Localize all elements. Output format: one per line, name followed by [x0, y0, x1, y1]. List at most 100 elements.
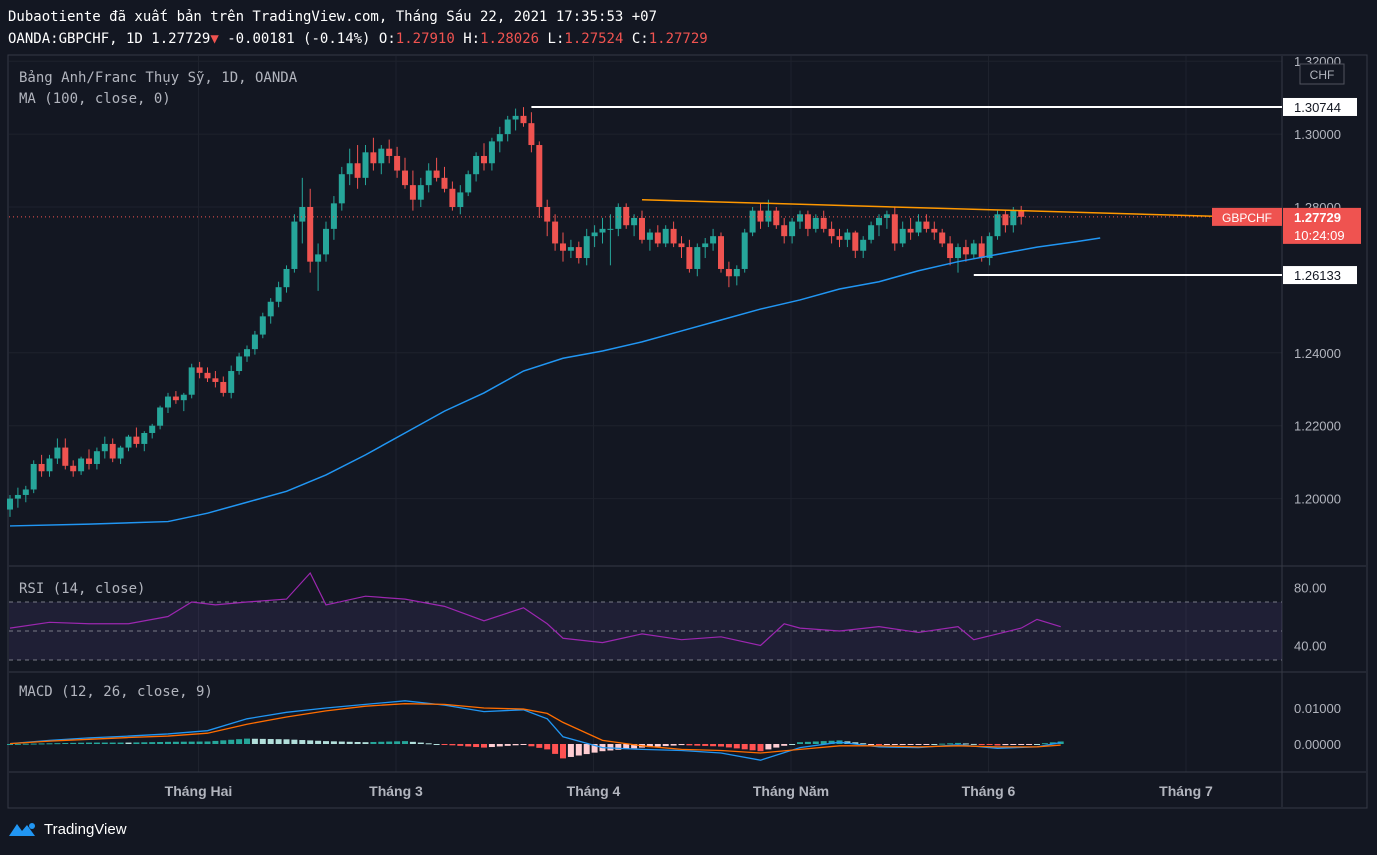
price-axis[interactable]: 1.320001.300001.280001.240001.220001.200… — [1212, 54, 1361, 752]
candle[interactable] — [804, 214, 811, 229]
candle[interactable] — [125, 436, 132, 448]
candle[interactable] — [323, 228, 329, 255]
candle[interactable] — [654, 232, 661, 244]
candle[interactable] — [7, 498, 13, 510]
candle[interactable] — [172, 396, 179, 401]
candle[interactable] — [646, 232, 653, 240]
candle[interactable] — [141, 432, 148, 444]
candle[interactable] — [473, 155, 480, 175]
candle[interactable] — [165, 396, 171, 408]
candle[interactable] — [575, 247, 582, 259]
candle[interactable] — [962, 247, 969, 255]
candle[interactable] — [394, 155, 401, 171]
candle[interactable] — [488, 141, 495, 164]
candle[interactable] — [1002, 214, 1009, 226]
candle[interactable] — [631, 217, 638, 226]
candle[interactable] — [330, 203, 337, 229]
candle[interactable] — [567, 247, 574, 251]
candle[interactable] — [552, 221, 559, 244]
candle[interactable] — [465, 174, 472, 193]
candle[interactable] — [117, 447, 124, 459]
candle[interactable] — [417, 185, 424, 200]
rsi-title[interactable]: RSI (14, close) — [19, 581, 146, 597]
candle[interactable] — [386, 148, 393, 156]
candle[interactable] — [402, 170, 408, 186]
candle[interactable] — [204, 372, 211, 379]
candle[interactable] — [38, 463, 45, 472]
candle[interactable] — [915, 221, 922, 233]
candle[interactable] — [860, 239, 867, 251]
candle[interactable] — [773, 210, 780, 226]
candle[interactable] — [733, 268, 740, 277]
symbol-label[interactable]: OANDA:GBPCHF, 1D — [8, 31, 143, 47]
candle[interactable] — [883, 214, 890, 218]
candle[interactable] — [362, 152, 369, 178]
candle[interactable] — [757, 210, 764, 222]
candle[interactable] — [686, 247, 693, 269]
candle[interactable] — [520, 115, 527, 124]
candle[interactable] — [30, 463, 37, 490]
candle[interactable] — [267, 301, 274, 317]
candle[interactable] — [504, 119, 511, 135]
candle[interactable] — [907, 228, 914, 233]
candle[interactable] — [133, 436, 140, 444]
candle[interactable] — [157, 407, 164, 426]
candle[interactable] — [307, 207, 314, 262]
candle[interactable] — [536, 145, 543, 207]
candle[interactable] — [591, 232, 598, 237]
candle[interactable] — [741, 232, 748, 269]
candle[interactable] — [583, 236, 590, 259]
time-axis[interactable]: Tháng Hai Tháng 3 Tháng 4 Tháng Năm Tháng 6 T… — [165, 783, 1213, 799]
candle[interactable] — [710, 236, 717, 244]
candle[interactable] — [923, 221, 930, 229]
candle[interactable] — [196, 367, 203, 373]
candle[interactable] — [931, 228, 938, 233]
candle[interactable] — [70, 465, 77, 472]
candle[interactable] — [370, 152, 377, 164]
candle[interactable] — [702, 243, 709, 248]
candle[interactable] — [346, 163, 353, 175]
candles[interactable] — [7, 107, 1025, 517]
candle[interactable] — [836, 236, 843, 240]
candle[interactable] — [876, 217, 882, 226]
candle[interactable] — [789, 221, 796, 237]
candle[interactable] — [299, 207, 306, 222]
candle[interactable] — [868, 225, 875, 240]
candle[interactable] — [986, 236, 993, 259]
candle[interactable] — [22, 489, 29, 495]
candle[interactable] — [212, 378, 219, 382]
candle[interactable] — [1018, 210, 1025, 217]
candle[interactable] — [259, 316, 266, 335]
candle[interactable] — [639, 217, 645, 240]
candle[interactable] — [220, 381, 227, 393]
candle[interactable] — [93, 451, 100, 464]
candle[interactable] — [251, 334, 258, 350]
candle[interactable] — [544, 207, 551, 222]
candle[interactable] — [528, 123, 535, 146]
candle[interactable] — [14, 494, 21, 499]
candle[interactable] — [62, 447, 69, 466]
candle[interactable] — [560, 243, 566, 251]
candle[interactable] — [354, 163, 361, 178]
candle[interactable] — [228, 371, 235, 393]
candle[interactable] — [291, 221, 298, 269]
candle[interactable] — [86, 458, 92, 464]
candle[interactable] — [481, 155, 487, 164]
candle[interactable] — [109, 443, 116, 459]
candle[interactable] — [662, 228, 669, 244]
candle[interactable] — [512, 115, 519, 120]
candle[interactable] — [994, 214, 1001, 237]
candle[interactable] — [78, 458, 85, 472]
candle[interactable] — [765, 210, 772, 222]
resistance-trendline[interactable] — [641, 198, 1283, 219]
candle[interactable] — [978, 243, 985, 259]
candle[interactable] — [623, 207, 630, 226]
candle[interactable] — [812, 217, 819, 229]
candle[interactable] — [54, 447, 61, 459]
candle[interactable] — [315, 254, 322, 262]
candle[interactable] — [599, 228, 606, 233]
candle[interactable] — [670, 228, 677, 244]
candle[interactable] — [820, 217, 827, 229]
candle[interactable] — [844, 232, 851, 240]
